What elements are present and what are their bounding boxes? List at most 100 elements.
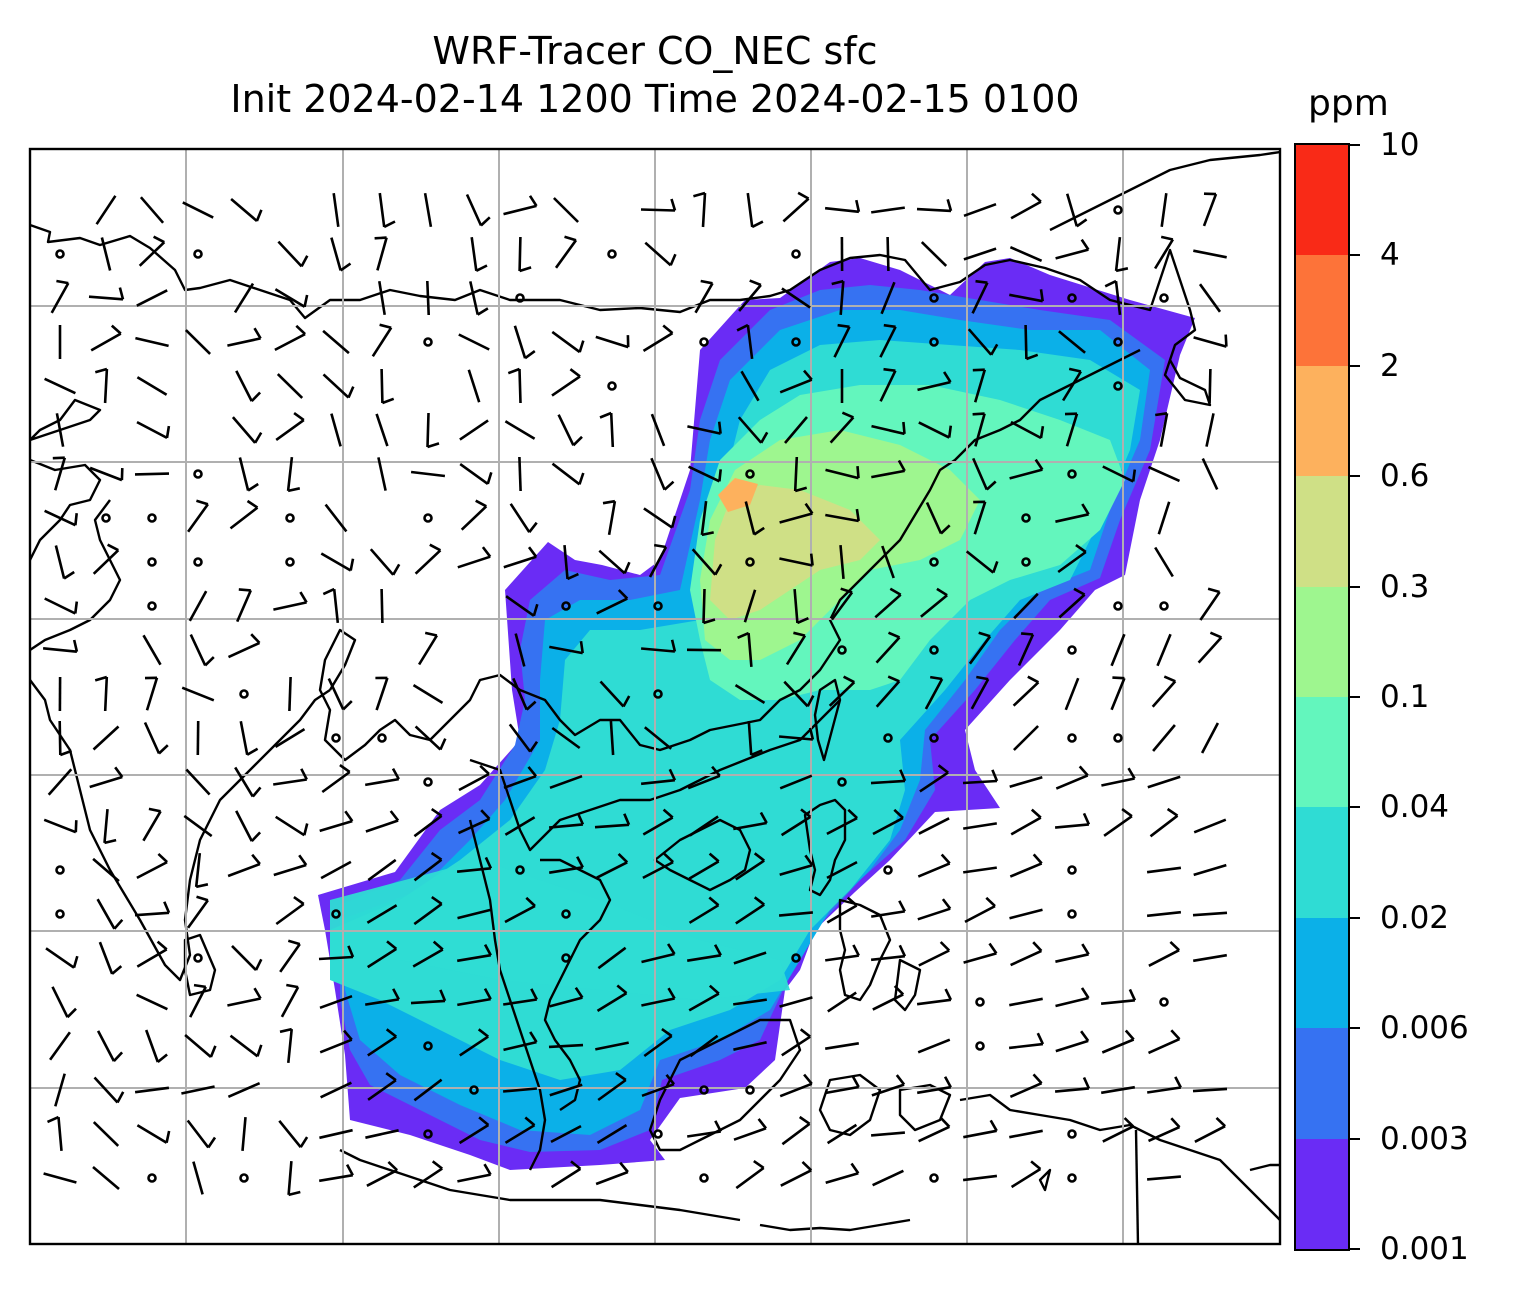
calm-wind-marker (699, 1173, 709, 1183)
wind-barb (783, 680, 815, 708)
wind-barb (1193, 334, 1228, 348)
wind-barb (238, 457, 259, 492)
wind-barb (973, 500, 987, 535)
wind-barb (366, 1160, 398, 1187)
wind-barb (1146, 866, 1182, 874)
wind-barb (274, 815, 309, 837)
colorbar-tick (1350, 475, 1360, 478)
calm-wind-marker (331, 909, 341, 919)
wind-barb (602, 499, 617, 536)
wind-barb (1054, 1076, 1091, 1093)
wind-barb (687, 765, 721, 790)
wind-barb (504, 896, 536, 924)
wind-barb (380, 368, 395, 405)
colorbar-segment (1296, 806, 1348, 918)
wind-barb (95, 195, 117, 225)
wind-barb (503, 1031, 538, 1052)
wind-barb (874, 587, 902, 619)
colorbar-unit: ppm (1308, 83, 1389, 124)
wind-barb (1199, 587, 1221, 621)
wind-barb (964, 896, 996, 924)
wind-barb (870, 1131, 906, 1137)
wind-barb (962, 1174, 998, 1182)
wind-barb (919, 764, 949, 793)
wind-barb (557, 414, 583, 447)
calm-wind-marker (837, 777, 847, 787)
wind-barb (1013, 592, 1039, 620)
wind-barb (702, 588, 716, 625)
wind-barb (747, 720, 763, 757)
wind-barb (1102, 465, 1137, 483)
wind-barb (917, 853, 951, 878)
wind-barb (410, 989, 447, 1005)
wind-barb (459, 463, 493, 485)
wind-barb (286, 456, 301, 493)
wind-barb (365, 988, 400, 1006)
wind-barb (917, 371, 952, 392)
wind-barb (1197, 631, 1223, 664)
wind-barb (377, 457, 387, 491)
wind-barb (963, 202, 997, 218)
wind-barb (1147, 1076, 1182, 1094)
wind-barb (779, 854, 814, 877)
wind-barb (187, 895, 209, 929)
wind-barb (548, 812, 585, 829)
wind-barb (609, 720, 615, 756)
wind-barb (549, 774, 583, 790)
wind-barb (458, 333, 490, 351)
wind-barb (503, 988, 538, 1006)
wind-barb (737, 631, 753, 668)
wind-barb (920, 241, 948, 267)
calm-wind-marker (607, 381, 617, 391)
wind-barb (236, 588, 252, 623)
wind-barb (457, 1163, 492, 1183)
wind-barb (548, 856, 584, 874)
calm-wind-marker (837, 645, 847, 655)
wind-barb (872, 808, 904, 836)
wind-barb (1055, 238, 1090, 260)
wind-barb (920, 587, 948, 618)
wind-barb (364, 767, 400, 787)
wind-barb (320, 552, 355, 572)
wind-barb (144, 1029, 168, 1064)
calm-wind-marker (331, 733, 341, 743)
wind-barb (552, 197, 580, 223)
wind-barb (369, 548, 401, 576)
calm-wind-marker (193, 469, 203, 479)
wind-barb (1055, 503, 1090, 523)
wind-barb (319, 1029, 353, 1054)
wind-barb (1147, 775, 1181, 789)
wind-barb (135, 336, 169, 348)
wind-barb (550, 1160, 582, 1189)
calm-wind-marker (239, 1173, 249, 1183)
wind-barb (322, 587, 340, 624)
wind-barb (598, 549, 631, 575)
wind-barb (886, 236, 890, 272)
wind-barb (93, 1076, 125, 1104)
wind-barb (457, 908, 491, 920)
colorbar-segment (1296, 1027, 1348, 1139)
wind-barb (319, 994, 353, 1010)
wind-barb (1153, 235, 1175, 270)
wind-barb (875, 631, 901, 664)
wind-barb (782, 191, 810, 223)
wind-barb (916, 199, 953, 213)
wind-barb (46, 1115, 63, 1152)
wind-barb (733, 1041, 767, 1051)
wind-barb (1208, 368, 1212, 404)
calm-wind-marker (975, 997, 985, 1007)
wind-barb (367, 1028, 397, 1057)
wind-barb (318, 1163, 354, 1183)
wind-barb (502, 1087, 538, 1093)
wind-barb (465, 193, 491, 227)
wind-barb (551, 726, 581, 750)
wind-barb (367, 940, 398, 969)
wind-barb (319, 810, 354, 833)
wind-barb (871, 459, 906, 479)
wind-barb (380, 588, 384, 624)
wind-barb (778, 911, 814, 917)
calm-wind-marker (193, 953, 203, 963)
colorbar-tick-label: 0.006 (1380, 1010, 1469, 1047)
wind-barb (518, 236, 532, 273)
